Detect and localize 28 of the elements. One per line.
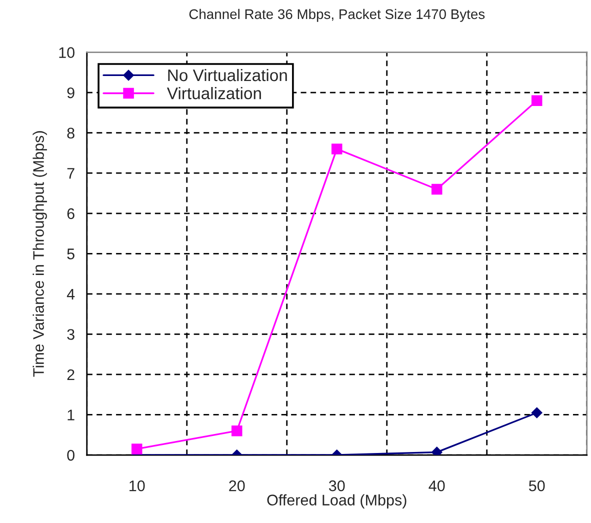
y-tick-label: 9 bbox=[67, 87, 74, 98]
y-axis-title: Time Variance in Throughput (Mbps) bbox=[32, 131, 47, 377]
x-tick-label: 40 bbox=[428, 480, 445, 492]
y-tick-label: 3 bbox=[67, 329, 74, 340]
legend-label: Virtualization bbox=[166, 87, 261, 100]
point bbox=[531, 95, 542, 106]
y-tick-label: 5 bbox=[67, 248, 74, 260]
y-tick-label: 2 bbox=[67, 369, 74, 380]
x-tick-label: 10 bbox=[130, 480, 145, 492]
point bbox=[431, 184, 442, 195]
point bbox=[131, 444, 142, 454]
y-tick-label: 1 bbox=[68, 410, 74, 420]
x-axis-title: Offered Load (Mbps) bbox=[267, 494, 406, 508]
x-tick-label: 50 bbox=[528, 480, 545, 492]
legend-label: No Virtualization bbox=[168, 68, 287, 82]
point bbox=[431, 446, 442, 456]
y-tick-label: 4 bbox=[66, 288, 75, 300]
y-tick-label: 6 bbox=[67, 208, 74, 220]
point bbox=[331, 144, 342, 154]
chart-title: Channel Rate 36 Mbps, Packet Size 1470 Bytes bbox=[189, 8, 485, 22]
y-tick-label: 8 bbox=[67, 128, 74, 139]
x-tick-label: 20 bbox=[229, 480, 245, 492]
y-tick-label: 0 bbox=[67, 450, 74, 461]
y-tick-label: 10 bbox=[59, 47, 74, 58]
y-tick-label: 7 bbox=[67, 168, 74, 179]
point bbox=[531, 407, 542, 418]
point bbox=[231, 425, 242, 436]
x-tick-label: 30 bbox=[328, 480, 345, 492]
